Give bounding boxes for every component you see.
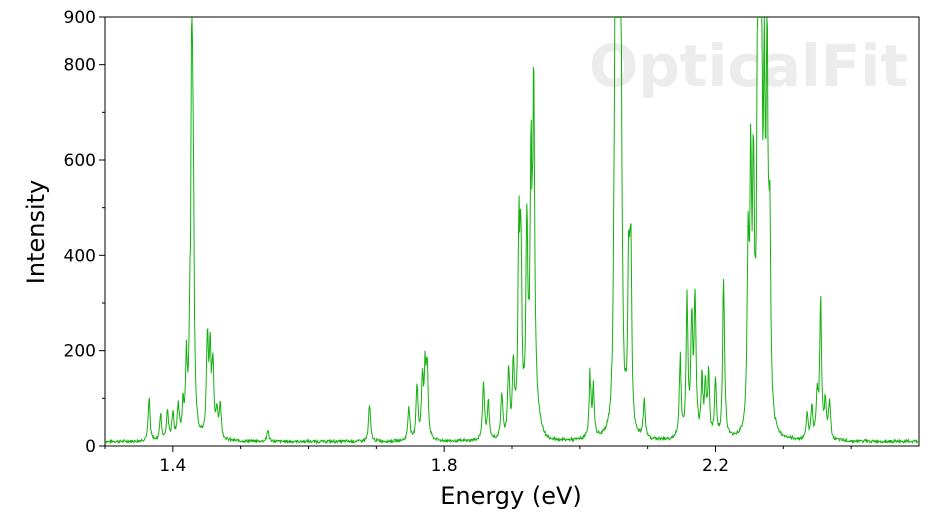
- y-axis-title: Intensity: [22, 180, 50, 284]
- chart-watermark: OpticalFit: [589, 32, 908, 100]
- y-tick-label: 600: [64, 151, 96, 171]
- y-axis: 0 200 400 600 800 900: [64, 8, 105, 457]
- series-line: [104, 17, 920, 445]
- y-tick-label: 400: [64, 246, 96, 266]
- x-tick-label: 2.2: [702, 456, 729, 476]
- x-tick-label: 1.4: [159, 456, 186, 476]
- y-tick-label: 200: [64, 342, 96, 362]
- x-axis-title: Energy (eV): [440, 482, 582, 510]
- x-axis: 1.4 1.8 2.2: [104, 446, 852, 476]
- y-tick-label: 800: [64, 56, 96, 76]
- y-tick-label: 900: [64, 8, 96, 28]
- x-tick-label: 1.8: [431, 456, 458, 476]
- y-tick-label: 0: [85, 437, 96, 457]
